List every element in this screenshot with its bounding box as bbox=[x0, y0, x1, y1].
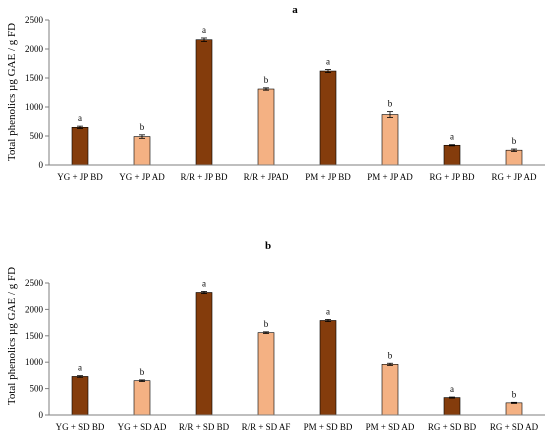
significance-label-a: b bbox=[140, 122, 145, 132]
significance-label-a: b bbox=[388, 99, 393, 109]
significance-label-a: b bbox=[264, 75, 269, 85]
error-bar-b bbox=[387, 362, 393, 366]
bar-a bbox=[505, 149, 523, 166]
y-tick-label-a: 1000 bbox=[25, 102, 44, 112]
category-label-b: RG + SD BD bbox=[428, 422, 477, 432]
significance-label-b: b bbox=[140, 367, 145, 377]
significance-label-b: a bbox=[78, 363, 82, 373]
category-label-b: YG + SD AD bbox=[118, 422, 167, 432]
panel-label-a: a bbox=[292, 4, 298, 16]
significance-label-b: a bbox=[202, 278, 206, 288]
y-tick-label-a: 500 bbox=[30, 131, 44, 141]
error-bar-a bbox=[325, 69, 331, 73]
category-labels-a: YG + JP BD YG + JP AD R/R + JP BD R/R + JPA… bbox=[57, 172, 537, 182]
bar-b bbox=[505, 402, 523, 416]
error-bar-b bbox=[139, 379, 145, 382]
category-label-b: PM + SD AD bbox=[366, 422, 415, 432]
bar-a bbox=[381, 114, 399, 166]
bar-a bbox=[133, 136, 151, 166]
error-bar-a bbox=[449, 144, 455, 147]
significance-label-a: a bbox=[450, 132, 454, 142]
y-axis-label-b: Total phenolics µg GAE / g FD bbox=[6, 267, 18, 405]
error-bar-a bbox=[387, 111, 393, 118]
bar-b bbox=[319, 320, 337, 416]
error-bars-a bbox=[77, 37, 517, 152]
y-tick-label-a: 2500 bbox=[25, 15, 44, 25]
error-bar-b bbox=[511, 401, 517, 404]
y-ticks-a: 0 500 1000 1500 2000 2500 bbox=[25, 15, 49, 170]
bars-b bbox=[71, 292, 523, 416]
error-bars-b bbox=[77, 291, 517, 404]
category-label-b: R/R + SD AF bbox=[242, 422, 291, 432]
significance-label-b: b bbox=[388, 350, 393, 360]
significance-label-b: a bbox=[450, 384, 454, 394]
category-label-b: R/R + SD BD bbox=[179, 422, 230, 432]
error-bar-a bbox=[263, 87, 269, 91]
error-bar-a bbox=[139, 134, 145, 139]
significance-label-a: b bbox=[512, 136, 517, 146]
bar-b bbox=[257, 332, 275, 416]
y-ticks-b: 0 500 1000 1500 2000 2500 bbox=[25, 278, 49, 420]
significance-labels-b: a b a b a b a b bbox=[78, 278, 517, 399]
y-tick-label-b: 1000 bbox=[25, 357, 44, 367]
bar-b bbox=[195, 292, 213, 416]
category-label-b: RG + SD AD bbox=[490, 422, 539, 432]
error-bar-a bbox=[77, 125, 83, 129]
category-label-a: RG + JP BD bbox=[429, 172, 475, 182]
category-label-a: R/R + JP BD bbox=[180, 172, 228, 182]
error-bar-b bbox=[449, 396, 455, 399]
panel-label-b: b bbox=[265, 240, 271, 252]
category-label-a: PM + JP AD bbox=[367, 172, 413, 182]
bar-a bbox=[443, 144, 461, 166]
category-label-a: YG + JP BD bbox=[57, 172, 103, 182]
y-tick-label-b: 500 bbox=[30, 384, 44, 394]
bar-b bbox=[133, 380, 151, 416]
bar-b bbox=[443, 397, 461, 416]
bar-b bbox=[381, 364, 399, 416]
significance-label-b: a bbox=[326, 306, 330, 316]
y-tick-label-b: 1500 bbox=[25, 331, 44, 341]
y-tick-label-a: 0 bbox=[39, 160, 44, 170]
significance-labels-a: a b a b a b a b bbox=[78, 25, 517, 146]
y-tick-label-b: 2500 bbox=[25, 278, 44, 288]
bar-a bbox=[257, 88, 275, 166]
bar-a bbox=[195, 39, 213, 166]
y-axis-label-a: Total phenolics µg GAE / g FD bbox=[6, 23, 18, 161]
error-bar-b bbox=[201, 291, 207, 294]
significance-label-b: b bbox=[512, 389, 517, 399]
bar-a bbox=[319, 70, 337, 166]
significance-label-a: a bbox=[326, 57, 330, 67]
error-bar-b bbox=[77, 375, 83, 378]
category-labels-b: YG + SD BD YG + SD AD R/R + SD BD R/R + SD … bbox=[56, 422, 539, 432]
category-label-a: YG + JP AD bbox=[119, 172, 165, 182]
significance-label-b: b bbox=[264, 319, 269, 329]
y-tick-label-b: 2000 bbox=[25, 304, 44, 314]
category-label-a: RG + JP AD bbox=[491, 172, 537, 182]
category-label-a: PM + JP BD bbox=[305, 172, 351, 182]
significance-label-a: a bbox=[78, 113, 82, 123]
bar-a bbox=[71, 127, 89, 166]
bar-b bbox=[71, 376, 89, 416]
y-tick-label-a: 2000 bbox=[25, 44, 44, 54]
significance-label-a: a bbox=[202, 25, 206, 35]
category-label-a: R/R + JPAD bbox=[244, 172, 289, 182]
category-label-b: PM + SD BD bbox=[304, 422, 353, 432]
bars-a bbox=[71, 39, 523, 166]
error-bar-b bbox=[263, 331, 269, 334]
error-bar-a bbox=[201, 37, 207, 42]
chart-panel-a: a Total phenolics µg GAE / g FD 0 500 1000… bbox=[6, 4, 545, 182]
category-label-b: YG + SD BD bbox=[56, 422, 105, 432]
error-bar-b bbox=[325, 319, 331, 322]
y-tick-label-b: 0 bbox=[39, 410, 44, 420]
y-tick-label-a: 1500 bbox=[25, 73, 44, 83]
chart-panel-b: b Total phenolics µg GAE / g FD 0 500 1000… bbox=[6, 240, 545, 432]
error-bar-a bbox=[511, 148, 517, 152]
